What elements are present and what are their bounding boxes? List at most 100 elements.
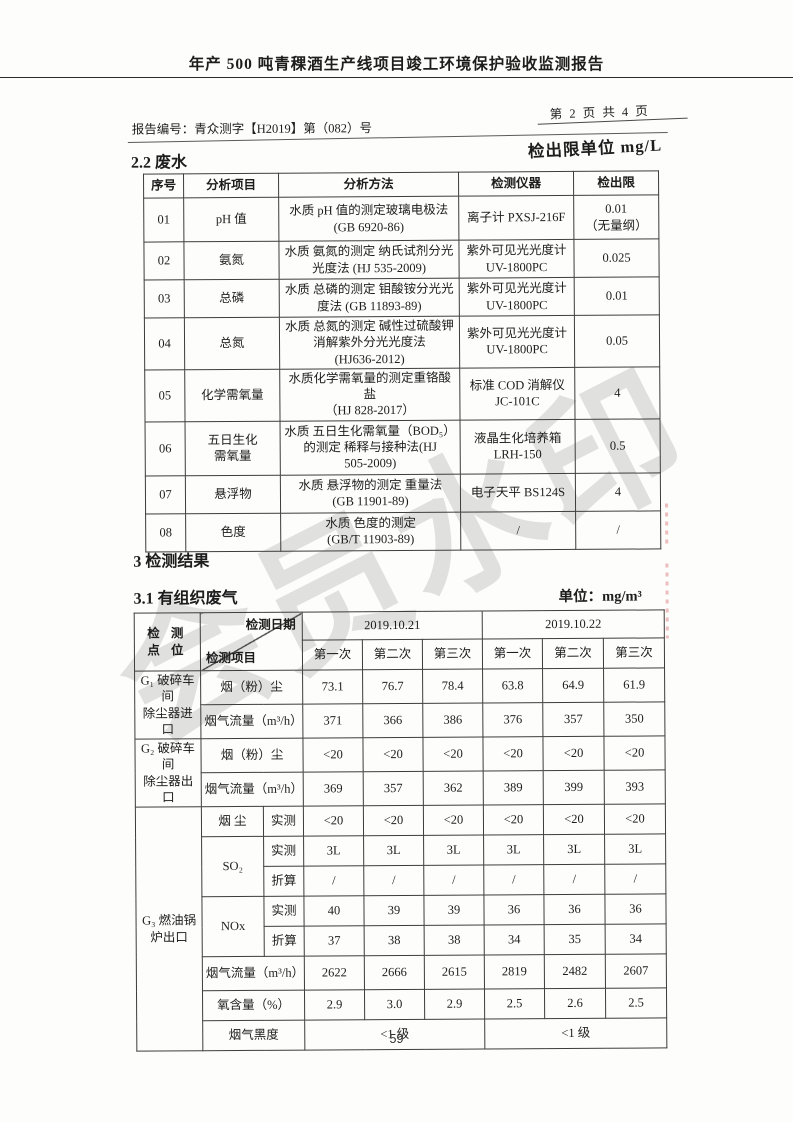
section-heading-organized-gas: 3.1 有组织废气: [133, 589, 238, 608]
item-cell: 烟（粉）尘: [200, 738, 304, 773]
instrument-cell: 离子计 PXSJ-216F: [458, 195, 574, 241]
table-row: 04 总氮 水质 总氮的测定 碱性过硫酸钾 消解紫外分光光度法 (HJ636-2…: [144, 314, 660, 370]
header-cell-instrument: 检测仪器: [458, 171, 574, 197]
value-cell: 38: [424, 924, 485, 956]
item-cell: 色度: [185, 512, 281, 552]
value-cell: 2.5: [605, 987, 667, 1019]
limit-cell: 4: [574, 366, 661, 419]
instrument-cell: 电子天平 BS124S: [460, 472, 576, 512]
value-cell: 2622: [304, 955, 365, 991]
item-cell: 氧含量（%）: [202, 990, 305, 1021]
value-cell: 3L: [423, 834, 484, 866]
limit-cell: /: [575, 510, 661, 549]
value-cell: /: [303, 865, 364, 897]
table-row: 02 氨氮 水质 氨氮的测定 纳氏试剂分光 光度法 (HJ 535-2009) …: [143, 238, 660, 281]
point-label-g1: G₁ 破碎车间 除尘器进口: [134, 670, 201, 740]
no-cell: 04: [144, 317, 185, 370]
wastewater-methods-table: 序号 分析项目 分析方法 检测仪器 检出限 01 pH 值 水质 pH 值的测定…: [143, 170, 661, 552]
table-row: 08 色度 水质 色度的测定 (GB/T 11903-89) / /: [145, 510, 661, 552]
value-cell: 3L: [363, 835, 424, 866]
value-cell: /: [363, 865, 424, 896]
value-cell: 38: [364, 925, 425, 956]
method-cell: 水质 悬浮物的测定 重量法 (GB 11901-89): [280, 473, 461, 513]
value-cell: 2666: [364, 955, 425, 990]
value-cell: 2.5: [484, 988, 545, 1019]
header-cell-no: 序号: [143, 173, 184, 199]
diagonal-header-cell: 检测日期 检测项目: [200, 612, 303, 671]
no-cell: 06: [145, 421, 186, 476]
measure-type-cell: 折算: [263, 866, 304, 897]
method-cell: 水质 五日生化需氧量（BOD₅） 的测定 稀释与接种法(HJ 505-2009): [280, 419, 461, 475]
value-cell: <20: [303, 805, 364, 837]
item-cell: 烟气流量（m³/h）: [202, 956, 305, 991]
value-cell: 34: [484, 924, 545, 955]
method-cell: 水质 总磷的测定 钼酸铵分光光 度法 (GB 11893-89): [279, 278, 460, 318]
method-cell: 水质 氨氮的测定 纳氏试剂分光 光度法 (HJ 535-2009): [278, 240, 460, 280]
value-cell: 63.8: [482, 668, 543, 703]
instrument-cell: 标准 COD 消解仪 JC-101C: [459, 367, 576, 420]
value-cell: <20: [603, 735, 666, 771]
table-row: SO₂ 实测 3L 3L 3L 3L 3L 3L: [136, 833, 666, 897]
item-cell-so2: SO₂: [201, 836, 264, 897]
section-heading-results: 3 检测结果: [133, 553, 210, 571]
no-cell: 05: [144, 369, 186, 422]
table-row: 烟气流量（m³/h） 371 366 386 376 357 350: [135, 701, 665, 739]
value-cell: 3.0: [364, 989, 425, 1020]
no-cell: 03: [144, 279, 185, 319]
value-cell: 2.6: [544, 988, 606, 1019]
no-cell: 08: [145, 513, 186, 552]
table-row: 05 化学需氧量 水质化学需氧量的测定重铬酸盐 （HJ 828-2017） 标准…: [144, 366, 661, 422]
header-cell-limit: 检出限: [573, 170, 659, 196]
table-row: G₁ 破碎车间 除尘器进口 烟（粉）尘 73.1 76.7 78.4 63.8 …: [134, 667, 665, 740]
value-cell: 73.1: [302, 669, 363, 705]
header-cell-method: 分析方法: [278, 172, 459, 198]
margin-red-marks: [665, 563, 669, 639]
table-header-row: 序号 分析项目 分析方法 检测仪器 检出限: [143, 170, 659, 199]
measure-type-cell: 实测: [263, 896, 305, 927]
section-heading-wastewater: 2.2 废水: [130, 154, 188, 172]
value-cell: 76.7: [362, 669, 423, 704]
limit-cell: 0.01 （无量纲）: [573, 194, 659, 240]
value-cell: 40: [303, 895, 365, 927]
value-cell: 35: [544, 924, 606, 955]
point-label-g2: G₂ 破碎车间 除尘器出口: [134, 738, 202, 808]
value-cell: 64.9: [542, 668, 604, 703]
value-cell: /: [423, 864, 484, 896]
item-cell: 五日生化 需氧量: [185, 420, 281, 476]
value-cell: <20: [302, 737, 364, 773]
item-cell: 烟气流量（m³/h）: [200, 704, 303, 739]
no-cell: 01: [143, 197, 184, 243]
table-header-row: 检 测 点 位 检测日期 检测项目 2019.10.21 2019.10.22: [134, 609, 665, 672]
no-cell: 07: [145, 475, 186, 514]
value-cell: 2.9: [424, 988, 485, 1020]
diagonal-label-date: 检测日期: [245, 617, 296, 632]
table-row: G₃ 燃油锅 炉出口 烟 尘 实测 <20 <20 <20 <20 <20 <2…: [135, 803, 666, 1052]
run-header-cell: 第三次: [603, 637, 665, 669]
table-row: NOx 实测 40 39 39 36 36 36: [136, 893, 667, 957]
method-cell: 水质 色度的测定 (GB/T 11903-89): [280, 511, 461, 551]
instrument-cell: 紫外可见光光度计 UV-1800PC: [459, 277, 575, 317]
value-cell: <20: [422, 736, 484, 772]
value-cell: 2607: [605, 953, 667, 989]
run-header-cell: 第一次: [482, 638, 543, 669]
title-divider: [0, 77, 793, 78]
value-cell: <20: [363, 805, 424, 836]
gas-unit-note: 单位：mg/m³: [558, 588, 642, 606]
limit-cell: 0.05: [574, 314, 660, 368]
value-cell: 366: [362, 703, 423, 738]
diagonal-label-item: 检测项目: [205, 650, 257, 665]
value-cell: 37: [304, 925, 365, 957]
value-cell: 362: [423, 770, 484, 806]
table-row: 03 总磷 水质 总磷的测定 钼酸铵分光光 度法 (GB 11893-89) 紫…: [144, 276, 660, 319]
item-cell: pH 值: [183, 197, 279, 242]
value-cell: 357: [542, 702, 604, 737]
method-cell: 水质 pH 值的测定玻璃电极法 (GB 6920-86): [278, 196, 459, 242]
value-cell: 369: [303, 771, 364, 807]
value-cell: /: [483, 864, 544, 895]
item-cell: 氨氮: [183, 241, 280, 280]
point-label-g3: G₃ 燃油锅 炉出口: [135, 806, 203, 1052]
run-header-cell: 第一次: [302, 639, 363, 671]
value-cell: <20: [543, 804, 605, 835]
limit-cell: 4: [575, 472, 661, 511]
